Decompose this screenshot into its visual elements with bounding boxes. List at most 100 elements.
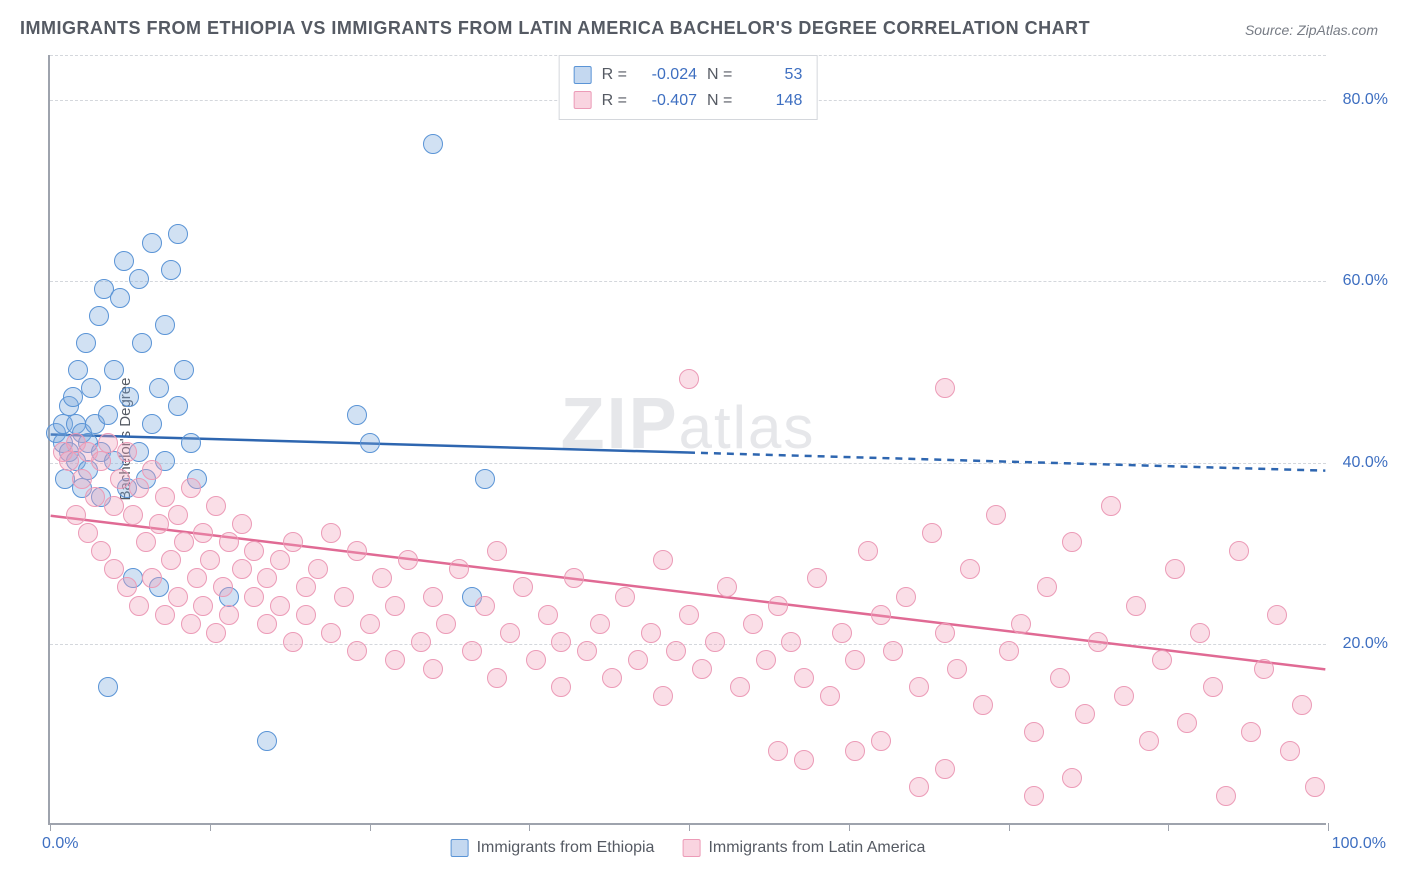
data-point xyxy=(321,623,341,643)
data-point xyxy=(768,596,788,616)
data-point xyxy=(628,650,648,670)
data-point xyxy=(500,623,520,643)
data-point xyxy=(129,596,149,616)
legend-item-latin-america: Immigrants from Latin America xyxy=(682,839,925,857)
data-point xyxy=(59,451,79,471)
data-point xyxy=(257,731,277,751)
data-point xyxy=(244,587,264,607)
data-point xyxy=(1024,786,1044,806)
data-point xyxy=(768,741,788,761)
data-point xyxy=(909,677,929,697)
data-point xyxy=(110,288,130,308)
grid-line xyxy=(50,281,1326,282)
regression-line-solid xyxy=(51,516,1326,670)
x-tick-label-100: 100.0% xyxy=(1332,835,1386,853)
data-point xyxy=(168,396,188,416)
data-point xyxy=(129,478,149,498)
data-point xyxy=(411,632,431,652)
data-point xyxy=(858,541,878,561)
data-point xyxy=(1126,596,1146,616)
data-point xyxy=(896,587,916,607)
data-point xyxy=(232,559,252,579)
data-point xyxy=(1062,768,1082,788)
data-point xyxy=(794,750,814,770)
swatch-pink xyxy=(574,91,592,109)
data-point xyxy=(104,360,124,380)
data-point xyxy=(1254,659,1274,679)
data-point xyxy=(136,532,156,552)
data-point xyxy=(360,433,380,453)
data-point xyxy=(68,360,88,380)
data-point xyxy=(1152,650,1172,670)
x-tick-label-0: 0.0% xyxy=(42,835,78,853)
data-point xyxy=(679,605,699,625)
watermark: ZIPatlas xyxy=(561,383,816,465)
data-point xyxy=(321,523,341,543)
y-tick-label: 40.0% xyxy=(1343,454,1388,472)
data-point xyxy=(538,605,558,625)
data-point xyxy=(807,568,827,588)
regression-line-dashed xyxy=(688,453,1325,471)
data-point xyxy=(462,641,482,661)
data-point xyxy=(845,741,865,761)
data-point xyxy=(1280,741,1300,761)
data-point xyxy=(423,134,443,154)
data-point xyxy=(219,605,239,625)
data-point xyxy=(487,541,507,561)
data-point xyxy=(1305,777,1325,797)
data-point xyxy=(935,623,955,643)
data-point xyxy=(117,577,137,597)
legend-row-pink: R = -0.407 N = 148 xyxy=(574,88,803,114)
data-point xyxy=(1139,731,1159,751)
data-point xyxy=(168,224,188,244)
data-point xyxy=(871,605,891,625)
data-point xyxy=(89,306,109,326)
data-point xyxy=(200,550,220,570)
legend-item-ethiopia: Immigrants from Ethiopia xyxy=(451,839,655,857)
data-point xyxy=(999,641,1019,661)
data-point xyxy=(296,577,316,597)
x-tick xyxy=(210,823,211,831)
data-point xyxy=(123,505,143,525)
data-point xyxy=(308,559,328,579)
data-point xyxy=(845,650,865,670)
data-point xyxy=(820,686,840,706)
data-point xyxy=(244,541,264,561)
data-point xyxy=(104,559,124,579)
data-point xyxy=(283,532,303,552)
data-point xyxy=(385,650,405,670)
data-point xyxy=(1292,695,1312,715)
data-point xyxy=(1203,677,1223,697)
data-point xyxy=(119,387,139,407)
grid-line xyxy=(50,463,1326,464)
data-point xyxy=(187,568,207,588)
swatch-blue xyxy=(574,66,592,84)
data-point xyxy=(193,596,213,616)
data-point xyxy=(232,514,252,534)
data-point xyxy=(1050,668,1070,688)
data-point xyxy=(213,577,233,597)
data-point xyxy=(149,514,169,534)
data-point xyxy=(871,731,891,751)
data-point xyxy=(615,587,635,607)
data-point xyxy=(142,414,162,434)
data-point xyxy=(174,532,194,552)
data-point xyxy=(78,523,98,543)
data-point xyxy=(705,632,725,652)
data-point xyxy=(206,623,226,643)
x-tick xyxy=(529,823,530,831)
data-point xyxy=(1267,605,1287,625)
data-point xyxy=(168,587,188,607)
data-point xyxy=(155,605,175,625)
data-point xyxy=(1024,722,1044,742)
data-point xyxy=(110,469,130,489)
data-point xyxy=(1114,686,1134,706)
series-legend: Immigrants from Ethiopia Immigrants from… xyxy=(451,839,926,857)
data-point xyxy=(219,532,239,552)
data-point xyxy=(832,623,852,643)
data-point xyxy=(129,269,149,289)
data-point xyxy=(756,650,776,670)
data-point xyxy=(347,641,367,661)
y-tick-label: 60.0% xyxy=(1343,272,1388,290)
data-point xyxy=(98,677,118,697)
